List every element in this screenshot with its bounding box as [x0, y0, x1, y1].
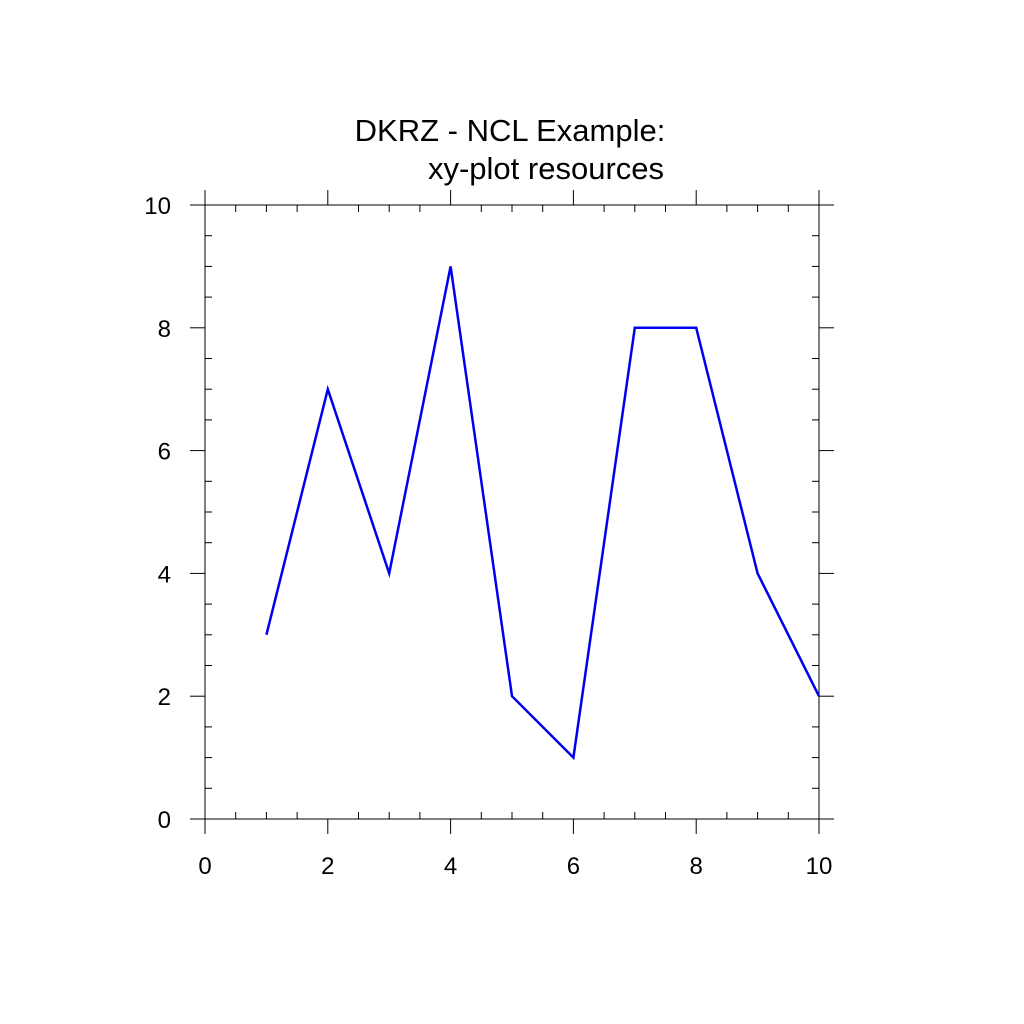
- chart-title-line-2: xy-plot resources: [428, 151, 664, 186]
- y-tick-label: 4: [158, 561, 171, 588]
- y-tick-label: 0: [158, 807, 171, 834]
- x-tick-label: 2: [321, 853, 334, 880]
- x-tick-label: 10: [806, 853, 833, 880]
- x-tick-label: 8: [690, 853, 703, 880]
- x-axis-tick-labels: 0 2 4 6 8 10: [198, 853, 832, 880]
- series-line: [265, 266, 821, 761]
- y-tick-label: 2: [158, 684, 171, 711]
- y-tick-label: 10: [144, 193, 171, 220]
- x-tick-label: 0: [198, 853, 211, 880]
- series-layer: [265, 266, 821, 761]
- x-tick-label: 6: [567, 853, 580, 880]
- chart-title-line-1: DKRZ - NCL Example:: [355, 113, 666, 148]
- y-axis-tick-labels: 0 2 4 6 8 10: [144, 193, 171, 834]
- y-tick-label: 6: [158, 439, 171, 466]
- y-tick-label: 8: [158, 316, 171, 343]
- x-tick-label: 4: [444, 853, 457, 880]
- plot-frame: [204, 204, 820, 820]
- chart-title: DKRZ - NCL Example: xy-plot resources: [355, 113, 666, 186]
- axis-ticks: [190, 190, 834, 834]
